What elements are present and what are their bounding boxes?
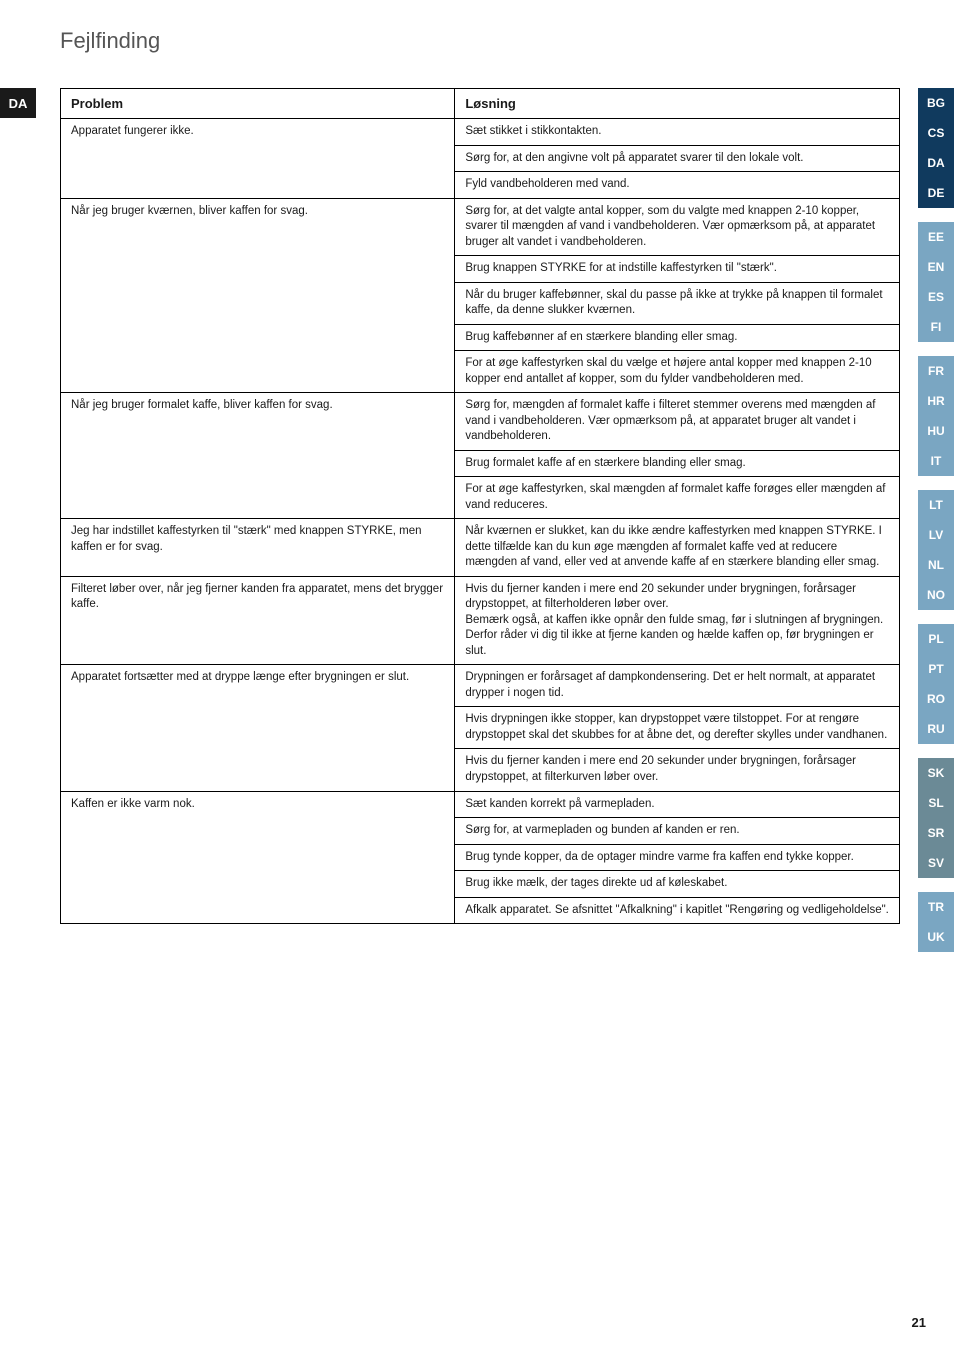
lang-tab-hr: HR: [918, 386, 954, 416]
lang-tab-uk: UK: [918, 922, 954, 952]
col-header-problem: Problem: [61, 89, 455, 119]
lang-tab-hu: HU: [918, 416, 954, 446]
solution-cell: Sæt kanden korrekt på varmepladen.: [455, 791, 900, 818]
lang-tab-tr: TR: [918, 892, 954, 922]
col-header-solution: Løsning: [455, 89, 900, 119]
lang-tab-sk: SK: [918, 758, 954, 788]
solution-cell: Sørg for, at det valgte antal kopper, so…: [455, 198, 900, 256]
troubleshooting-table-wrapper: Problem Løsning Apparatet fungerer ikke.…: [60, 88, 900, 924]
lang-tab-sr: SR: [918, 818, 954, 848]
lang-tab-pl: PL: [918, 624, 954, 654]
lang-tab-lt: LT: [918, 490, 954, 520]
lang-tab-ru: RU: [918, 714, 954, 744]
solution-cell: Brug formalet kaffe af en stærkere bland…: [455, 450, 900, 477]
lang-tab-bg: BG: [918, 88, 954, 118]
solution-cell: Sørg for, at varmepladen og bunden af ka…: [455, 818, 900, 845]
lang-tab-en: EN: [918, 252, 954, 282]
problem-cell: Kaffen er ikke varm nok.: [61, 791, 455, 924]
solution-cell: Når kværnen er slukket, kan du ikke ændr…: [455, 519, 900, 577]
lang-tab-pt: PT: [918, 654, 954, 684]
problem-cell: Filteret løber over, når jeg fjerner kan…: [61, 576, 455, 665]
problem-cell: Apparatet fortsætter med at dryppe længe…: [61, 665, 455, 791]
language-strip: BGCSDADE EEENESFI FRHRHUIT LTLVNLNO PLPTRORU…: [918, 88, 954, 966]
solution-cell: Brug knappen STYRKE for at indstille kaf…: [455, 256, 900, 283]
solution-cell: For at øge kaffestyrken skal du vælge et…: [455, 351, 900, 393]
page-number: 21: [912, 1315, 926, 1330]
lang-tab-fi: FI: [918, 312, 954, 342]
problem-cell: Når jeg bruger formalet kaffe, bliver ka…: [61, 393, 455, 519]
current-lang-badge: DA: [0, 88, 36, 118]
solution-cell: Hvis du fjerner kanden i mere end 20 sek…: [455, 749, 900, 791]
lang-tab-ro: RO: [918, 684, 954, 714]
problem-cell: Apparatet fungerer ikke.: [61, 119, 455, 199]
page-title: Fejlfinding: [60, 28, 160, 54]
solution-cell: For at øge kaffestyrken, skal mængden af…: [455, 477, 900, 519]
lang-tab-fr: FR: [918, 356, 954, 386]
lang-tab-cs: CS: [918, 118, 954, 148]
lang-tab-no: NO: [918, 580, 954, 610]
solution-cell: Drypningen er forårsaget af dampkondense…: [455, 665, 900, 707]
lang-tab-it: IT: [918, 446, 954, 476]
solution-cell: Sørg for, mængden af formalet kaffe i fi…: [455, 393, 900, 451]
solution-cell: Når du bruger kaffebønner, skal du passe…: [455, 282, 900, 324]
lang-tab-nl: NL: [918, 550, 954, 580]
lang-tab-sv: SV: [918, 848, 954, 878]
solution-cell: Hvis du fjerner kanden i mere end 20 sek…: [455, 576, 900, 665]
solution-cell: Sæt stikket i stikkontakten.: [455, 119, 900, 146]
solution-cell: Hvis drypningen ikke stopper, kan drypst…: [455, 707, 900, 749]
solution-cell: Fyld vandbeholderen med vand.: [455, 172, 900, 199]
lang-tab-lv: LV: [918, 520, 954, 550]
solution-cell: Sørg for, at den angivne volt på apparat…: [455, 145, 900, 172]
solution-cell: Brug tynde kopper, da de optager mindre …: [455, 844, 900, 871]
lang-tab-sl: SL: [918, 788, 954, 818]
lang-tab-ee: EE: [918, 222, 954, 252]
lang-tab-es: ES: [918, 282, 954, 312]
lang-tab-da: DA: [918, 148, 954, 178]
problem-cell: Når jeg bruger kværnen, bliver kaffen fo…: [61, 198, 455, 393]
troubleshooting-table: Problem Løsning Apparatet fungerer ikke.…: [60, 88, 900, 924]
solution-cell: Brug ikke mælk, der tages direkte ud af …: [455, 871, 900, 898]
solution-cell: Brug kaffebønner af en stærkere blanding…: [455, 324, 900, 351]
solution-cell: Afkalk apparatet. Se afsnittet "Afkalkni…: [455, 897, 900, 924]
lang-tab-de: DE: [918, 178, 954, 208]
problem-cell: Jeg har indstillet kaffestyrken til "stæ…: [61, 519, 455, 577]
